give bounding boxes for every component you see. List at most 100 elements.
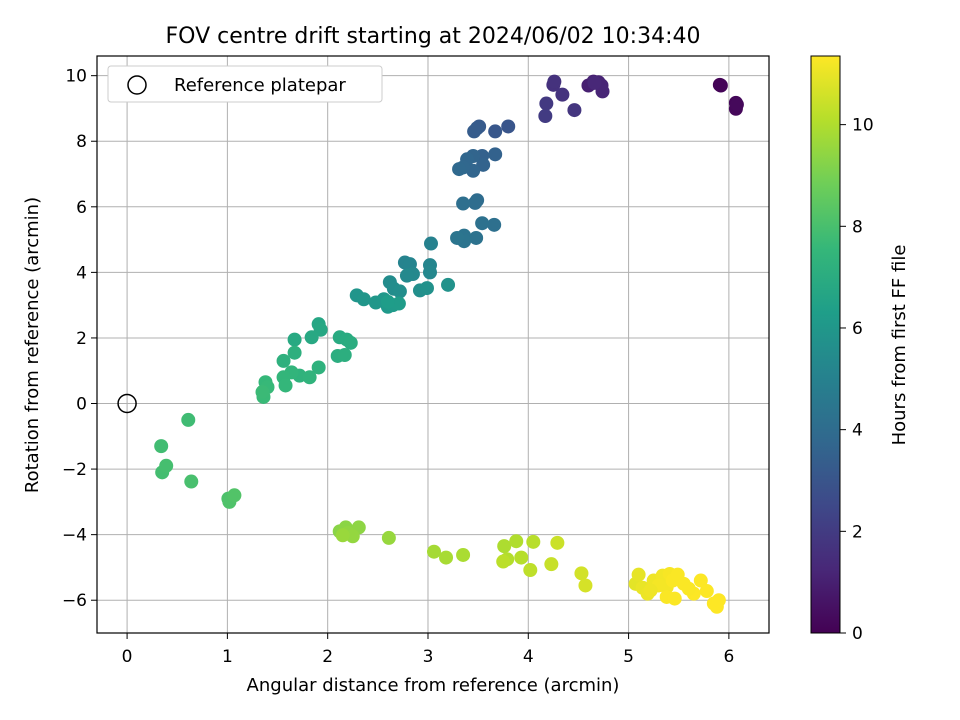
colorbar-tick-label: 8 [852,217,863,237]
legend-label: Reference platepar [174,75,346,96]
data-point [356,292,371,307]
data-point [711,593,726,608]
x-tick-label: 2 [322,647,333,667]
x-tick-label: 3 [423,647,434,667]
x-axis-ticks: 0 1 2 3 4 5 6 [122,633,734,667]
y-tick-label: 4 [76,263,87,283]
data-point [302,370,317,385]
colorbar [810,55,841,634]
data-point [392,284,407,299]
data-points [154,74,744,614]
data-point [467,124,482,139]
data-point [456,196,471,211]
data-point [699,584,714,599]
data-point [729,97,744,112]
data-point [159,458,174,473]
y-tick-label: −4 [62,526,87,546]
data-point [399,268,414,283]
colorbar-tick-label: 2 [852,522,863,542]
data-point [681,581,696,596]
y-tick-label: −6 [62,591,87,611]
data-point [441,277,456,292]
data-point [391,296,406,311]
data-point [643,583,658,598]
colorbar-tick-label: 0 [852,624,863,644]
x-tick-label: 4 [523,647,534,667]
data-point [538,108,553,123]
data-point [539,96,554,111]
data-point [184,474,199,489]
data-point [154,439,169,454]
data-point [181,412,196,427]
data-point [555,87,570,102]
data-point [574,566,589,581]
data-point [544,557,559,572]
y-tick-label: 8 [76,132,87,152]
data-point [523,563,538,578]
colorbar-ticks: 0 2 4 6 8 10 [840,116,874,644]
data-point [335,528,350,543]
colorbar-tick-label: 6 [852,319,863,339]
x-tick-label: 5 [623,647,634,667]
data-point [693,573,708,588]
data-point [311,360,326,375]
data-point [509,534,524,549]
x-tick-label: 1 [222,647,233,667]
data-point [488,124,503,139]
data-point [514,550,529,565]
legend: Reference platepar [107,65,383,103]
data-point [423,236,438,251]
data-point [631,567,646,582]
x-tick-label: 6 [723,647,734,667]
data-point [488,147,503,162]
y-tick-label: 0 [76,395,87,415]
data-point [667,591,682,606]
colorbar-label: Hours from first FF file [889,245,910,446]
colorbar-tick-label: 4 [852,421,863,441]
data-point [304,330,319,345]
legend-box [107,65,383,103]
y-tick-label: −2 [62,460,87,480]
data-point [427,544,442,559]
y-tick-label: 2 [76,329,87,349]
colorbar-tick-label: 10 [852,116,874,136]
data-point [501,119,516,134]
data-point [419,281,434,296]
data-point [713,78,728,93]
data-point [587,75,602,90]
legend-marker-icon [127,75,147,95]
chart-title: FOV centre drift starting at 2024/06/02 … [166,24,701,49]
x-tick-label: 0 [122,647,133,667]
data-point [547,74,562,89]
data-point [456,547,471,562]
x-axis-label: Angular distance from reference (arcmin) [247,675,620,696]
data-point [468,195,483,210]
data-point [496,554,511,569]
y-axis-label: Rotation from reference (arcmin) [22,197,43,493]
data-point [526,534,541,549]
data-point [227,488,242,503]
data-point [487,217,502,232]
data-point [278,378,293,393]
data-point [287,345,302,360]
y-axis-ticks: −6 −4 −2 0 2 4 6 8 10 [62,67,97,611]
data-point [450,230,465,245]
data-point [578,578,593,593]
data-point [452,162,467,177]
data-point [475,216,490,231]
data-point [287,332,302,347]
data-point [276,353,291,368]
data-point [381,530,396,545]
data-point [439,550,454,565]
data-point [550,535,565,550]
reference-marker [117,393,137,414]
data-point [567,103,582,118]
data-point [497,539,512,554]
data-point [469,230,484,245]
data-point [422,265,437,280]
data-point [343,335,358,350]
plot-frame [96,55,770,634]
data-point [255,385,270,400]
y-tick-label: 6 [76,198,87,218]
